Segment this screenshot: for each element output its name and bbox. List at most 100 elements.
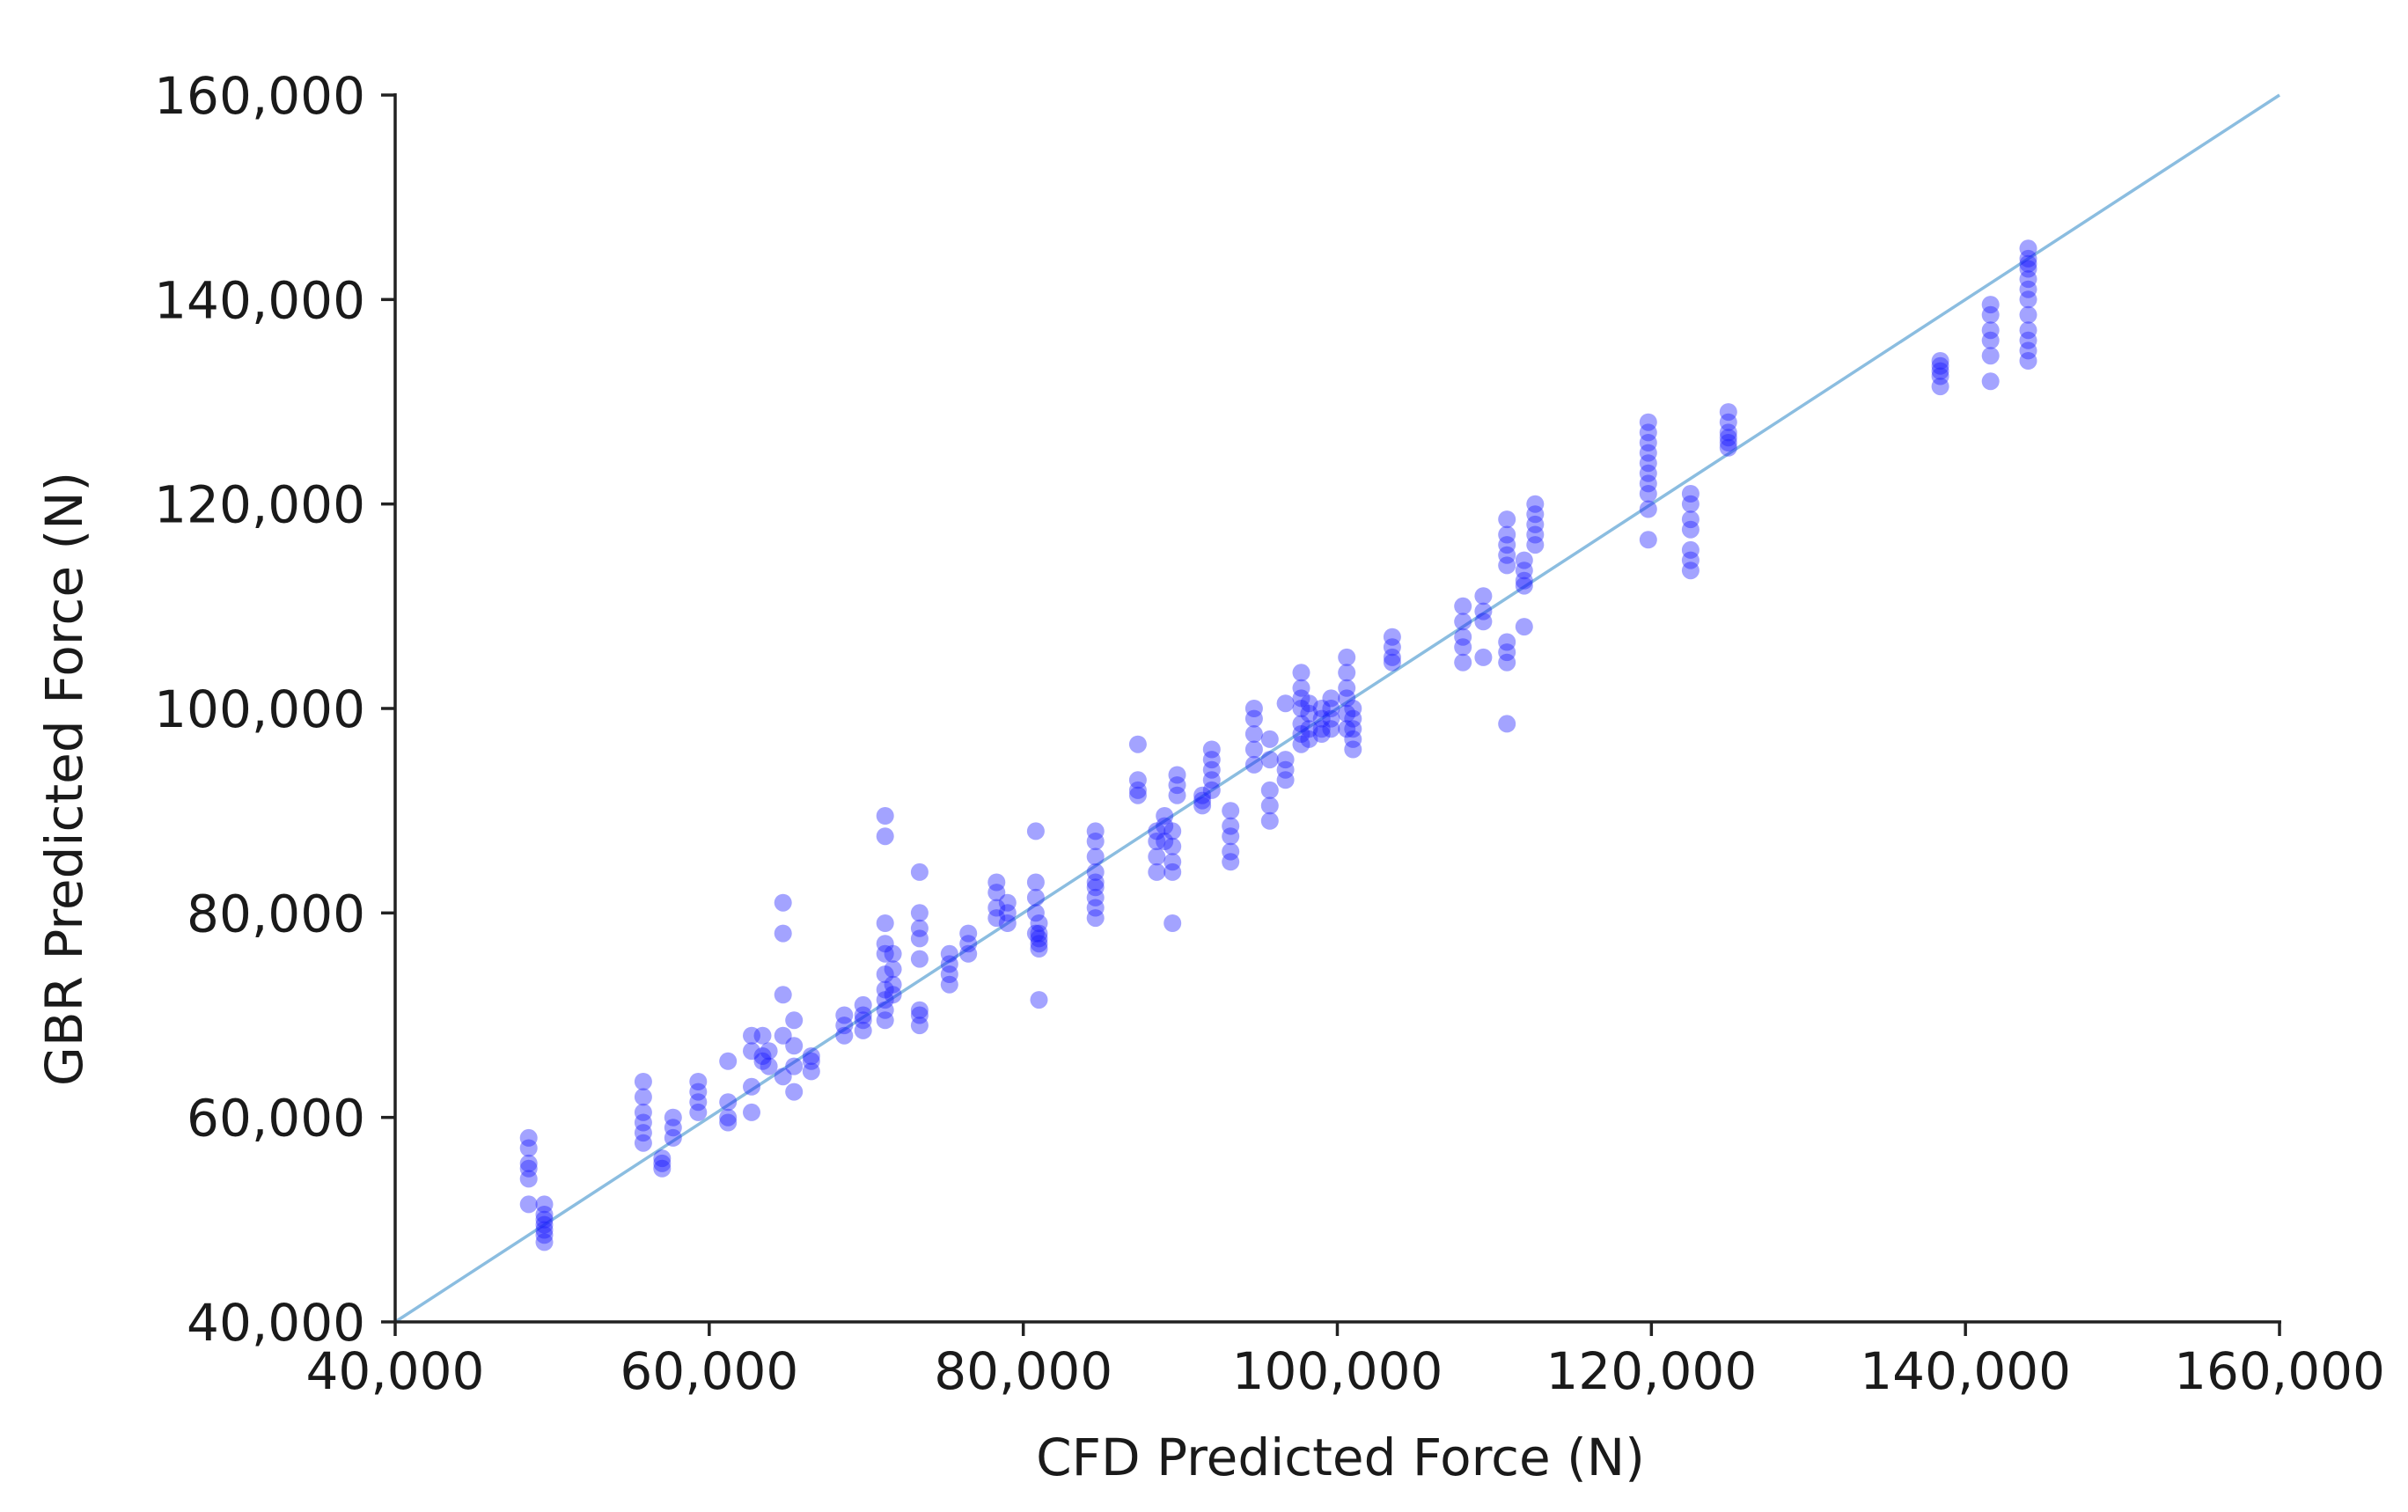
data-point — [876, 991, 894, 1009]
data-point — [1156, 833, 1174, 850]
data-point — [1168, 776, 1186, 795]
data-point — [2019, 290, 2037, 309]
y-tick-label: 120,000 — [154, 475, 365, 535]
y-tick-label: 80,000 — [187, 884, 365, 943]
reference-line — [394, 93, 2280, 1324]
data-point — [854, 995, 872, 1014]
data-point — [1383, 628, 1401, 646]
data-point — [753, 1026, 772, 1045]
data-point — [1639, 454, 1657, 473]
data-point — [1030, 991, 1048, 1009]
data-point — [854, 1006, 872, 1024]
data-point — [1498, 546, 1516, 564]
data-point — [2019, 260, 2037, 278]
data-point — [774, 893, 792, 912]
data-point — [1515, 561, 1533, 580]
data-point — [987, 873, 1006, 892]
data-point — [1981, 372, 2000, 391]
data-point — [1498, 643, 1516, 662]
data-point — [1515, 571, 1533, 590]
y-axis-label: GBR Predicted Force (N) — [34, 472, 94, 1086]
data-point — [1719, 423, 1737, 442]
data-point — [1276, 760, 1295, 779]
data-point — [1086, 888, 1105, 906]
data-point — [785, 1037, 804, 1055]
data-point — [1128, 781, 1147, 799]
data-point — [719, 1052, 738, 1070]
data-point — [535, 1206, 554, 1223]
data-point — [689, 1103, 708, 1121]
data-point — [2019, 321, 2037, 340]
data-point — [1498, 525, 1516, 544]
data-point — [835, 1006, 854, 1024]
data-point — [1344, 730, 1362, 748]
data-point — [1260, 781, 1279, 799]
data-point — [634, 1134, 652, 1152]
data-point — [1322, 709, 1340, 728]
data-point — [753, 1052, 772, 1070]
data-point — [1338, 679, 1356, 697]
data-point — [2019, 341, 2037, 360]
data-point — [1168, 766, 1186, 784]
data-point — [634, 1073, 652, 1090]
data-point — [1474, 648, 1493, 666]
data-point — [1244, 709, 1263, 728]
data-point — [1526, 525, 1545, 544]
data-point — [1454, 638, 1472, 657]
data-point — [1164, 837, 1182, 855]
data-point — [535, 1215, 554, 1234]
data-point — [1526, 515, 1545, 533]
axes-layer — [381, 93, 2281, 1336]
data-point — [1639, 423, 1657, 442]
data-point — [1981, 321, 2000, 340]
data-point — [1639, 434, 1657, 451]
data-point — [689, 1093, 708, 1112]
data-point — [1222, 802, 1240, 820]
data-point — [634, 1124, 652, 1142]
data-point — [884, 986, 902, 1004]
data-point — [1981, 305, 2000, 324]
data-point — [1222, 827, 1240, 846]
data-point — [743, 1026, 760, 1045]
data-point — [1086, 873, 1105, 892]
data-point — [1681, 485, 1700, 503]
data-point — [1312, 709, 1331, 728]
data-point — [1026, 904, 1045, 922]
data-point — [1276, 694, 1295, 713]
data-point — [802, 1062, 820, 1081]
data-point — [1292, 715, 1310, 733]
y-tick-label: 40,000 — [187, 1293, 365, 1353]
data-point — [719, 1113, 738, 1132]
data-point — [854, 1021, 872, 1039]
data-point — [1474, 587, 1493, 606]
data-point — [689, 1073, 708, 1090]
data-point — [535, 1195, 554, 1214]
data-point — [1383, 653, 1401, 672]
data-point — [653, 1149, 672, 1168]
x-tick-label: 100,000 — [1232, 1341, 1443, 1401]
data-point — [1128, 786, 1147, 804]
data-point — [959, 935, 978, 953]
data-point — [1474, 613, 1493, 631]
x-tick-label: 40,000 — [306, 1341, 485, 1401]
data-point — [1931, 367, 1949, 385]
data-point — [1454, 613, 1472, 631]
data-point — [1681, 561, 1700, 580]
data-point — [1681, 495, 1700, 513]
data-point — [634, 1103, 652, 1121]
data-point — [910, 1017, 929, 1035]
data-point — [664, 1119, 682, 1137]
data-point — [1981, 296, 2000, 314]
data-point — [1312, 700, 1331, 717]
data-point — [876, 980, 894, 999]
data-point — [634, 1113, 652, 1132]
x-axis-label: CFD Predicted Force (N) — [1036, 1428, 1645, 1487]
data-point — [1526, 505, 1545, 524]
data-point — [1515, 618, 1533, 636]
data-point — [1719, 438, 1737, 457]
data-point — [1244, 755, 1263, 774]
data-point — [1719, 434, 1737, 451]
data-point — [1383, 638, 1401, 657]
data-point — [1292, 679, 1310, 697]
data-point — [1168, 786, 1186, 804]
